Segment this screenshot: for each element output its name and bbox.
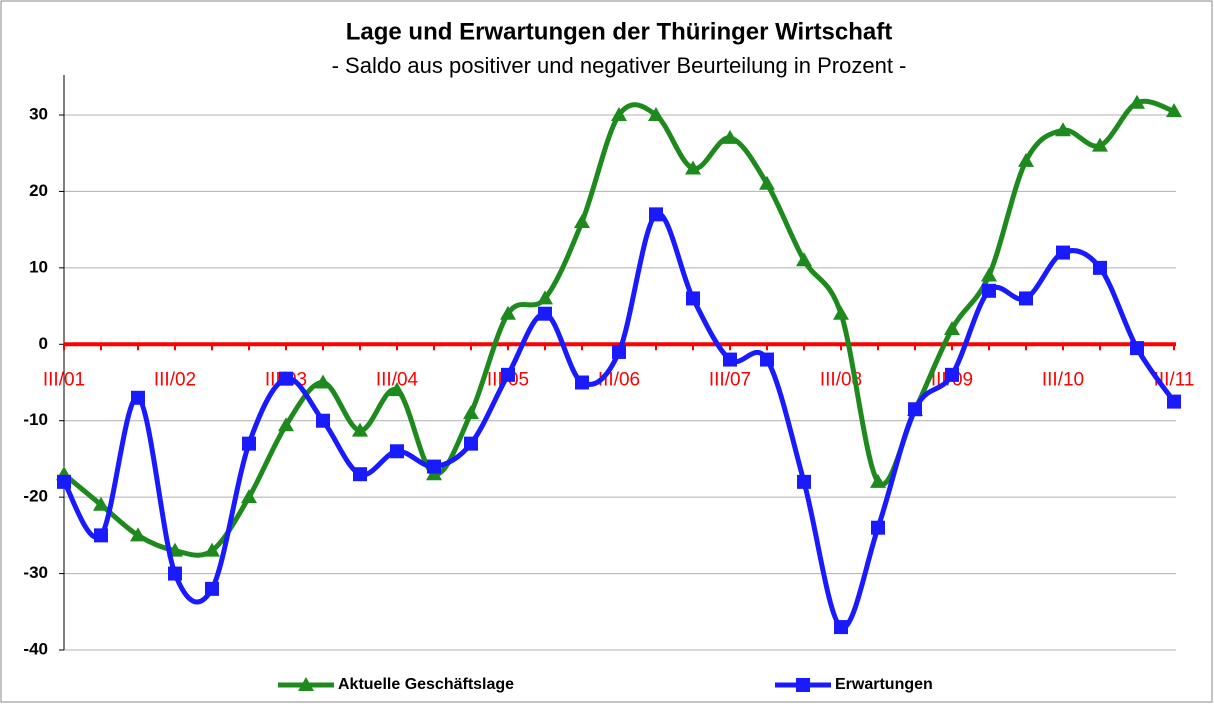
data-point [353, 467, 367, 482]
data-point [723, 352, 737, 367]
data-point [1056, 245, 1070, 260]
data-point [908, 402, 922, 417]
data-point [352, 422, 368, 437]
data-point [1092, 137, 1108, 152]
legend-label: Aktuelle Geschäftslage [338, 676, 514, 693]
data-point [759, 175, 775, 190]
data-point [538, 306, 552, 321]
data-point [722, 129, 738, 144]
data-point [463, 405, 479, 420]
y-tick-label: -20 [23, 487, 48, 506]
data-point [871, 520, 885, 535]
data-point [1018, 152, 1034, 167]
legend-marker [298, 677, 314, 691]
data-point [1129, 94, 1145, 109]
y-tick-label: -10 [23, 410, 48, 429]
data-point [575, 375, 589, 390]
y-tick-label: 20 [29, 181, 48, 200]
data-point [945, 367, 959, 382]
data-point [131, 390, 145, 405]
x-tick-label: III/02 [154, 369, 196, 390]
data-point [241, 489, 257, 504]
data-point [204, 542, 220, 557]
data-point [279, 371, 293, 386]
data-point [130, 527, 146, 542]
y-tick-label: -40 [23, 639, 48, 658]
data-point [649, 207, 663, 222]
data-point [870, 473, 886, 488]
data-point [390, 444, 404, 459]
data-point [464, 436, 478, 451]
data-point [760, 352, 774, 367]
series-line [61, 211, 1177, 630]
data-point [648, 107, 664, 121]
data-point [316, 413, 330, 428]
data-point [168, 566, 182, 581]
y-tick-label: -30 [23, 563, 48, 582]
x-tick-label: III/07 [709, 369, 751, 390]
chart-title: Lage und Erwartungen der Thüringer Wirts… [346, 18, 893, 45]
x-tick-label: III/04 [376, 369, 419, 390]
x-tick-label: III/10 [1042, 369, 1084, 390]
legend-label: Erwartungen [835, 676, 933, 693]
data-point [612, 344, 626, 359]
data-point [686, 291, 700, 306]
data-point [981, 267, 997, 282]
data-point [500, 305, 516, 320]
data-point [205, 581, 219, 596]
data-point [1055, 122, 1071, 137]
chart-subtitle: - Saldo aus positiver und negativer Beur… [332, 53, 907, 78]
data-point [57, 474, 71, 489]
data-point [944, 321, 960, 335]
data-point [94, 528, 108, 543]
data-point [574, 214, 590, 228]
y-tick-label: 10 [29, 257, 48, 276]
data-point [797, 474, 811, 489]
legend-marker [796, 678, 810, 692]
data-point [982, 283, 996, 298]
x-tick-label: III/01 [43, 369, 85, 390]
data-point [1130, 341, 1144, 356]
data-point [427, 459, 441, 474]
data-point [611, 107, 627, 121]
data-point [242, 436, 256, 451]
data-point [93, 496, 109, 511]
data-point [833, 305, 849, 320]
y-tick-label: 30 [29, 104, 48, 123]
data-point [1093, 260, 1107, 275]
data-point [796, 252, 812, 267]
data-point [1019, 291, 1033, 306]
data-point [389, 382, 405, 397]
data-point [685, 160, 701, 175]
data-point [501, 367, 515, 382]
data-point [1166, 103, 1182, 118]
data-point [278, 417, 294, 432]
data-point [1167, 394, 1181, 409]
y-tick-label: 0 [39, 334, 48, 353]
data-point [537, 290, 553, 305]
data-point [315, 374, 331, 389]
data-point [834, 620, 848, 635]
